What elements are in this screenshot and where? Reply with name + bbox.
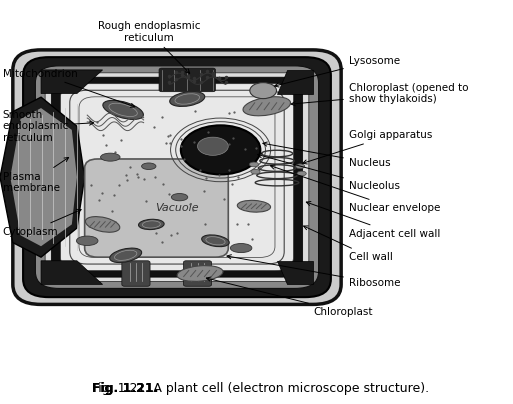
- Text: Fig. 1.21.: Fig. 1.21.: [92, 382, 159, 395]
- Ellipse shape: [238, 200, 270, 212]
- FancyBboxPatch shape: [51, 77, 303, 277]
- FancyBboxPatch shape: [183, 261, 211, 286]
- FancyBboxPatch shape: [35, 66, 319, 288]
- FancyBboxPatch shape: [61, 84, 293, 271]
- Ellipse shape: [101, 153, 120, 161]
- Text: Fig. 1.21.: Fig. 1.21.: [92, 382, 159, 395]
- Text: Plasma
membrane: Plasma membrane: [3, 158, 69, 194]
- Text: Vacuole: Vacuole: [155, 203, 199, 213]
- Ellipse shape: [85, 217, 120, 232]
- Ellipse shape: [249, 162, 259, 167]
- Ellipse shape: [171, 194, 188, 201]
- FancyBboxPatch shape: [85, 159, 228, 257]
- Polygon shape: [41, 70, 103, 94]
- Text: Cytoplasm: Cytoplasm: [3, 209, 81, 237]
- Ellipse shape: [142, 163, 156, 170]
- Ellipse shape: [297, 171, 306, 176]
- FancyBboxPatch shape: [23, 57, 331, 297]
- Ellipse shape: [103, 100, 144, 120]
- Polygon shape: [41, 261, 103, 284]
- Text: Mitochondrion: Mitochondrion: [3, 69, 135, 107]
- FancyBboxPatch shape: [122, 261, 150, 286]
- Text: Adjacent cell wall: Adjacent cell wall: [306, 202, 440, 238]
- Ellipse shape: [110, 248, 142, 263]
- Ellipse shape: [181, 125, 261, 175]
- FancyBboxPatch shape: [45, 73, 309, 282]
- Text: Nucleolus: Nucleolus: [258, 154, 400, 191]
- Text: Smooth
endoplasmic
reticulum: Smooth endoplasmic reticulum: [3, 109, 93, 143]
- Polygon shape: [277, 70, 313, 94]
- Ellipse shape: [251, 169, 260, 174]
- Text: Chloroplast (opened to
show thylakoids): Chloroplast (opened to show thylakoids): [291, 83, 468, 106]
- Text: Golgi apparatus: Golgi apparatus: [303, 130, 432, 164]
- Ellipse shape: [170, 92, 205, 106]
- FancyBboxPatch shape: [13, 50, 341, 305]
- FancyBboxPatch shape: [159, 68, 215, 92]
- Text: Rough endoplasmic
reticulum: Rough endoplasmic reticulum: [97, 21, 200, 73]
- Polygon shape: [0, 97, 85, 257]
- Text: Chloroplast: Chloroplast: [206, 277, 372, 317]
- Ellipse shape: [198, 137, 228, 155]
- Ellipse shape: [295, 164, 305, 168]
- Ellipse shape: [76, 236, 98, 246]
- Ellipse shape: [243, 97, 290, 116]
- Polygon shape: [10, 108, 77, 246]
- Text: Ribosome: Ribosome: [227, 255, 400, 288]
- Ellipse shape: [202, 235, 229, 247]
- Text: Cell wall: Cell wall: [304, 226, 393, 262]
- Ellipse shape: [139, 219, 164, 229]
- Text: Lysosome: Lysosome: [274, 56, 400, 87]
- Polygon shape: [277, 261, 313, 284]
- Text: Nucleus: Nucleus: [263, 142, 390, 168]
- Ellipse shape: [230, 244, 252, 252]
- Text: Nuclear envelope: Nuclear envelope: [270, 165, 440, 213]
- Ellipse shape: [250, 82, 277, 99]
- Ellipse shape: [177, 265, 223, 282]
- Text: Fig. 1.21. A plant cell (electron microscope structure).: Fig. 1.21. A plant cell (electron micros…: [92, 382, 429, 395]
